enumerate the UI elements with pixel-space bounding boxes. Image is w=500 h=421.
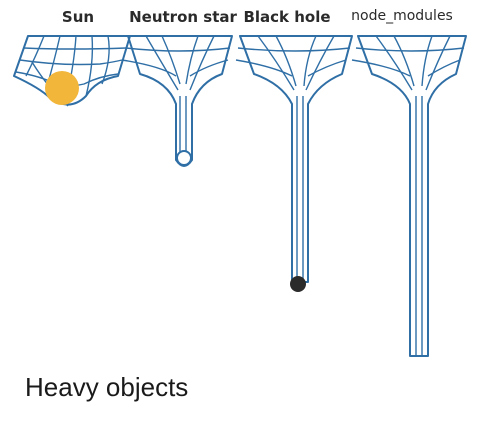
black-hole-gravity-well <box>235 35 353 283</box>
label-black-hole: Black hole <box>243 8 331 26</box>
label-neutron-star: Neutron star <box>129 8 237 26</box>
label-node-modules: node_modules <box>351 8 453 24</box>
neutron-star-gravity-well <box>121 35 233 167</box>
caption-text: Heavy objects <box>25 372 189 402</box>
node-modules-gravity-well <box>351 35 467 357</box>
neutron-star-sphere <box>176 150 192 166</box>
label-sun: Sun <box>61 8 95 26</box>
black-hole-sphere <box>290 276 306 292</box>
sun-sphere <box>45 71 79 105</box>
